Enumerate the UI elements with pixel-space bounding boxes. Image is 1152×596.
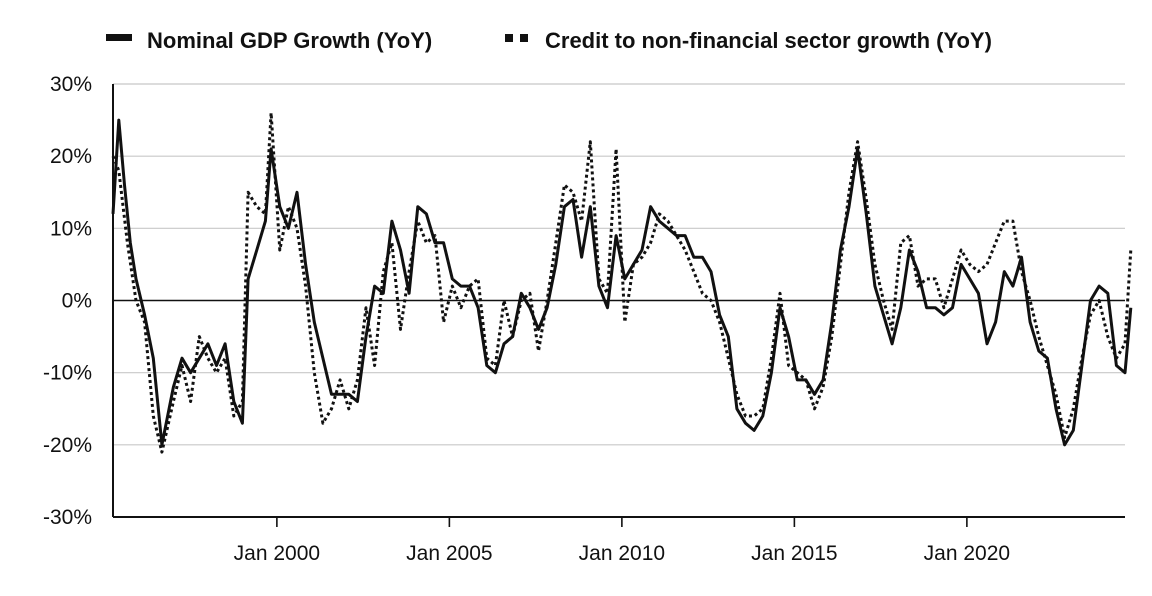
x-tick-label: Jan 2005 [406, 542, 492, 565]
series-layer [111, 111, 1133, 454]
x-tick-label: Jan 2000 [234, 542, 320, 565]
x-tick-label: Jan 2020 [924, 542, 1010, 565]
y-tick-label: 20% [50, 145, 92, 168]
x-tick-label: Jan 2010 [579, 542, 665, 565]
legend-item-credit[interactable]: Credit to non-financial sector growth (Y… [505, 28, 992, 53]
y-tick-label: -20% [43, 434, 92, 457]
legend-label-gdp: Nominal GDP Growth (YoY) [147, 28, 432, 53]
legend-swatch-gdp [106, 34, 132, 41]
series-line-credit [111, 111, 1133, 454]
series-line-gdp [111, 118, 1133, 447]
legend-label-credit: Credit to non-financial sector growth (Y… [545, 28, 992, 53]
legend: Nominal GDP Growth (YoY) Credit to non-f… [106, 28, 992, 53]
x-tick-label: Jan 2015 [751, 542, 837, 565]
y-axis-labels: 30% 20% 10% 0% -10% -20% -30% [43, 73, 92, 529]
x-axis: Jan 2000 Jan 2005 Jan 2010 Jan 2015 Jan 2020 [234, 517, 1010, 565]
y-tick-label: -30% [43, 506, 92, 529]
y-tick-label: 10% [50, 217, 92, 240]
legend-item-gdp[interactable]: Nominal GDP Growth (YoY) [106, 28, 432, 53]
y-tick-label: 0% [62, 290, 92, 313]
legend-swatch-credit-dot-1 [505, 34, 513, 42]
y-tick-label: 30% [50, 73, 92, 96]
gridlines [113, 83, 1125, 446]
legend-swatch-credit-dot-2 [520, 34, 528, 42]
y-tick-label: -10% [43, 362, 92, 385]
